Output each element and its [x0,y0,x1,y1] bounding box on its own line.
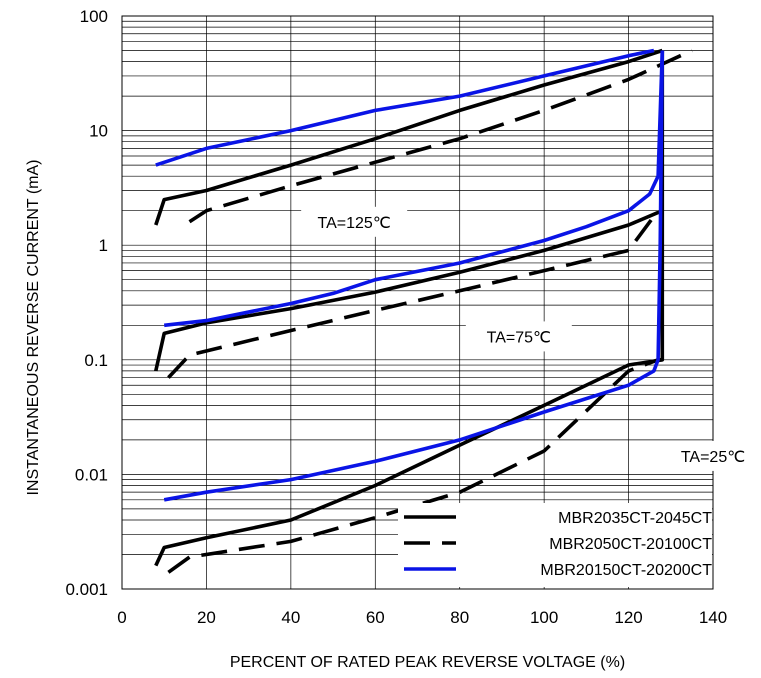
temperature-label: TA=75℃ [487,329,551,346]
series-line-2-125c [188,48,693,224]
series-line-3-25c [163,50,665,502]
series-line-3-125c [155,48,655,167]
x-axis-title: PERCENT OF RATED PEAK REVERSE VOLTAGE (%… [230,654,625,671]
series-lines [154,48,693,574]
series-line-1-25c [154,50,665,567]
x-tick-label: 140 [699,608,727,627]
temperature-annotations: TA=125℃ TA=75℃ TA=25℃ [301,206,761,471]
y-tick-label: 10 [89,122,108,141]
legend-entry: MBR20150CT-20200CT [540,562,712,579]
x-tick-label: 60 [366,608,385,627]
y-tick-label: 1 [99,236,108,255]
legend-entry: MBR2050CT-20100CT [549,536,712,553]
x-tick-label: 20 [197,608,216,627]
series-line-3-75c [164,50,665,328]
annotation-background [301,206,408,237]
x-tick-label: 40 [281,608,300,627]
y-tick-label: 100 [80,7,108,26]
x-tick-label: 80 [450,608,469,627]
y-tick-label: 0.1 [84,351,108,370]
annotation-background [465,321,572,352]
y-tick-label: 0.001 [65,580,108,599]
y-tick-label: 0.01 [75,465,108,484]
x-tick-label: 120 [614,608,642,627]
plot-frame [121,15,714,590]
legend-entry: MBR2035CT-2045CT [558,510,712,527]
x-tick-label: 0 [117,608,126,627]
temperature-label: TA=125℃ [318,215,391,232]
y-axis-title: INSTANTANEOUS REVERSE CURRENT (mA) [25,159,42,495]
x-tick-label: 100 [530,608,558,627]
series-line-1-75c [154,209,664,372]
series-line-2-75c [167,209,660,379]
annotation-background [660,440,761,471]
legend: MBR2035CT-2045CT MBR2050CT-20100CT MBR2015… [398,503,712,587]
temperature-label: TA=25℃ [681,449,745,466]
series-line-2-25c [167,357,663,574]
series-line-1-125c [154,48,663,226]
axis-ticks: 0 20 40 60 80 100 120 140 0.001 0.01 0.1 1 10 100 [65,7,727,627]
